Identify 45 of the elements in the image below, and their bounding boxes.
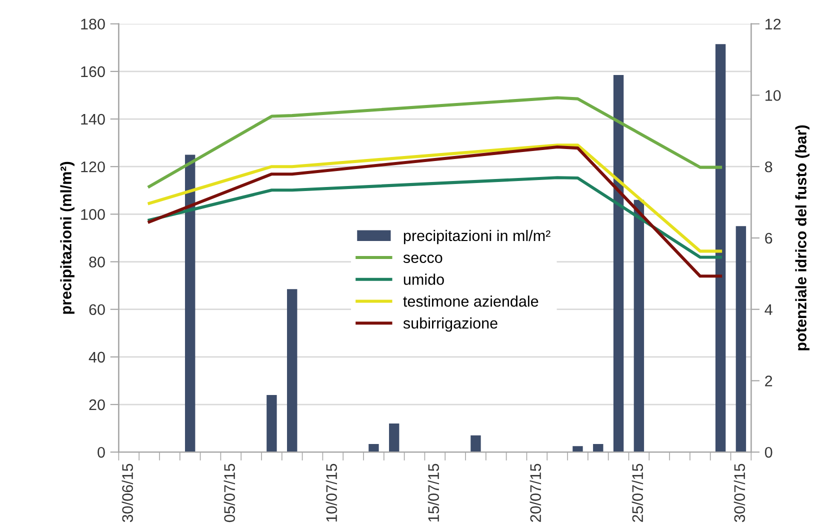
y-tick-label: 140: [81, 114, 105, 125]
legend-label: precipitazioni in ml/m²: [404, 230, 550, 244]
legend-label: testimone aziendale: [403, 296, 538, 307]
line-series: [148, 144, 722, 253]
bar: [368, 444, 379, 452]
x-tick-label: 30/07/15: [734, 464, 746, 522]
y-tick-label: 0: [98, 446, 105, 458]
y2-tick-label: 0: [764, 446, 772, 458]
bar: [715, 44, 726, 452]
y2-tick-label: 2: [765, 376, 772, 386]
legend-label: subirrigazione: [403, 317, 498, 332]
y-tick-label: 80: [89, 256, 105, 268]
x-tick-label: 05/07/15: [224, 464, 235, 522]
y2-tick-label: 10: [766, 90, 781, 101]
bar: [572, 446, 583, 452]
bar: [736, 226, 746, 452]
y2-tick-label: 6: [765, 232, 772, 244]
y-tick-label: 120: [81, 161, 105, 172]
legend-label: umido: [404, 274, 444, 285]
y2-axis-title: potenziale idrico del fusto (bar): [795, 125, 810, 350]
y-tick-label: 60: [89, 304, 105, 316]
y-tick-label: 100: [81, 209, 105, 220]
bar: [470, 435, 481, 452]
y2-tick-label: 12: [766, 18, 781, 30]
y2-tick-label: 8: [765, 161, 772, 172]
y-tick-label: 160: [81, 66, 105, 78]
y-tick-label: 40: [88, 352, 105, 363]
bar: [389, 424, 400, 452]
bar: [634, 200, 644, 452]
line-series: [148, 96, 722, 188]
x-tick-label: 25/07/15: [632, 464, 644, 522]
y-tick-label: 180: [81, 18, 105, 30]
x-tick-label: 15/07/15: [428, 464, 440, 522]
x-tick-label: 20/07/15: [530, 464, 542, 522]
bar: [266, 394, 277, 452]
x-tick-label: 30/06/15: [122, 464, 133, 522]
y-axis-title: precipitazioni (ml/m²): [60, 162, 74, 314]
y-tick-label: 20: [89, 399, 105, 410]
bar: [613, 75, 624, 452]
x-tick-label: 10/07/15: [326, 464, 338, 522]
y2-tick-label: 4: [764, 304, 772, 315]
bar: [287, 289, 298, 452]
legend-label: secco: [403, 254, 442, 264]
bar: [593, 444, 604, 452]
bar: [184, 154, 196, 452]
